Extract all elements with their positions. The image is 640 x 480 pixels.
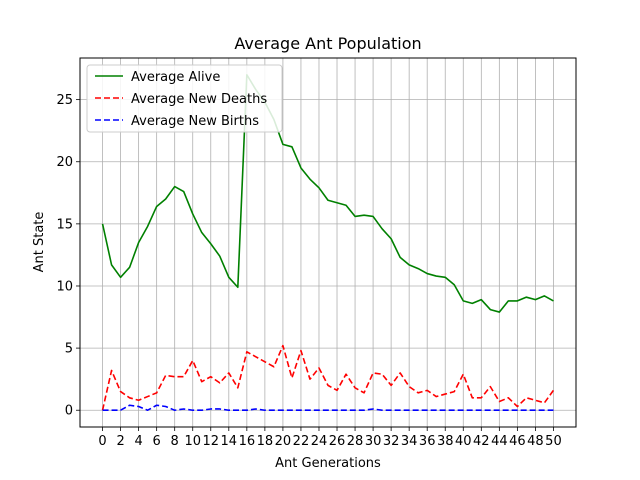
legend-label: Average New Deaths [131,92,267,107]
y-axis-ticks: 0 5 10 15 20 25 [56,93,80,419]
x-tick-label: 44 [491,434,508,449]
legend-box [86,64,283,133]
x-tick-label: 24 [311,434,328,449]
y-tick-label: 10 [56,279,73,294]
x-tick-label: 42 [473,434,490,449]
y-tick-label: 15 [56,217,73,232]
x-tick-label: 32 [383,434,400,449]
x-tick-label: 0 [98,434,106,449]
legend: Average Alive Average New Deaths Average N… [86,64,283,133]
x-tick-label: 28 [347,434,364,449]
x-tick-label: 6 [153,434,161,449]
x-tick-label: 46 [509,434,526,449]
x-tick-label: 34 [401,434,418,449]
x-tick-label: 36 [419,434,436,449]
x-tick-label: 38 [437,434,454,449]
x-tick-label: 22 [293,434,310,449]
y-tick-label: 5 [65,342,73,357]
y-axis-label: Ant State [32,212,47,273]
x-tick-label: 48 [527,434,544,449]
x-tick-label: 20 [275,434,292,449]
series-line-2 [101,344,555,411]
x-tick-label: 2 [116,434,124,449]
legend-label: Average New Births [131,114,259,129]
x-tick-label: 12 [202,434,219,449]
series-line-1 [101,73,554,313]
x-tick-label: 18 [257,434,274,449]
x-tick-label: 50 [545,434,562,449]
x-tick-label: 14 [221,434,238,449]
y-tick-label: 20 [56,155,73,170]
series-lines [101,73,555,412]
x-tick-label: 26 [329,434,346,449]
chart-title: Average Ant Population [234,34,421,53]
legend-label: Average Alive [131,70,220,85]
x-tick-label: 8 [171,434,179,449]
x-tick-label: 4 [134,434,142,449]
x-axis-ticks: 0 2 4 6 8 10 12 14 16 18 20 22 24 26 28 30 32 34 36 38 40 42 4… [98,427,562,449]
x-axis-label: Ant Generations [275,456,381,471]
x-tick-label: 30 [365,434,382,449]
series-line-3 [102,404,554,412]
plot-frame [79,57,577,428]
x-tick-label: 10 [184,434,201,449]
y-tick-label: 25 [56,93,73,108]
x-tick-label: 40 [455,434,472,449]
x-tick-label: 16 [239,434,256,449]
y-tick-label: 0 [65,404,73,419]
